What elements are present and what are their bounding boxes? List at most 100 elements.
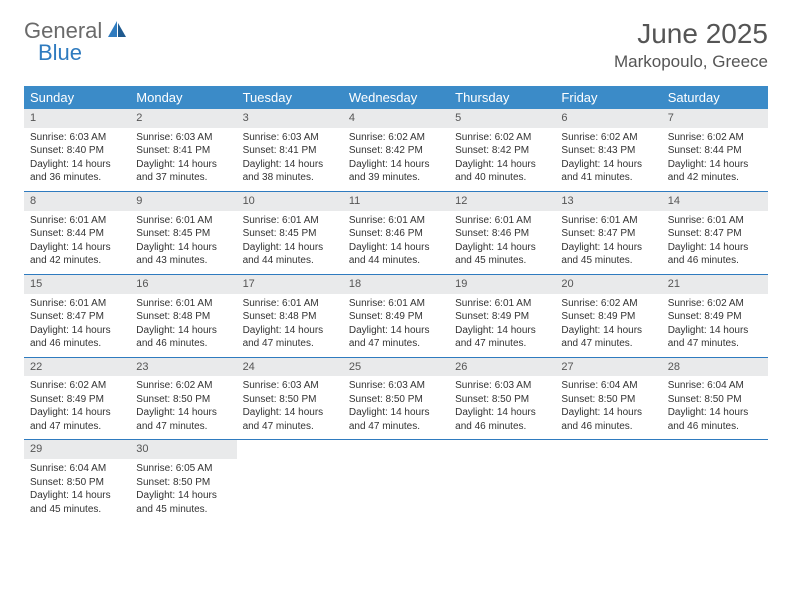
cell-line-sunrise: Sunrise: 6:03 AM (30, 131, 124, 145)
cell-line-daylight1: Daylight: 14 hours (30, 241, 124, 255)
cell-body: Sunrise: 6:03 AMSunset: 8:41 PMDaylight:… (237, 128, 343, 191)
cell-line-sunset: Sunset: 8:44 PM (30, 227, 124, 241)
calendar-cell (343, 440, 449, 522)
calendar-weekday-header: Sunday Monday Tuesday Wednesday Thursday… (24, 86, 768, 109)
cell-line-sunset: Sunset: 8:50 PM (136, 476, 230, 490)
cell-line-daylight2: and 46 minutes. (30, 337, 124, 351)
cell-body: Sunrise: 6:03 AMSunset: 8:50 PMDaylight:… (343, 376, 449, 439)
page-header: General Blue June 2025 Markopoulo, Greec… (0, 0, 792, 80)
cell-line-daylight1: Daylight: 14 hours (455, 241, 549, 255)
cell-body: Sunrise: 6:03 AMSunset: 8:41 PMDaylight:… (130, 128, 236, 191)
cell-body: Sunrise: 6:01 AMSunset: 8:45 PMDaylight:… (130, 211, 236, 274)
calendar-cell: 14Sunrise: 6:01 AMSunset: 8:47 PMDayligh… (662, 192, 768, 274)
calendar-cell (449, 440, 555, 522)
cell-line-daylight1: Daylight: 14 hours (561, 406, 655, 420)
calendar-week-row: 1Sunrise: 6:03 AMSunset: 8:40 PMDaylight… (24, 109, 768, 192)
cell-line-daylight2: and 47 minutes. (561, 337, 655, 351)
cell-line-daylight2: and 47 minutes. (243, 337, 337, 351)
cell-line-daylight2: and 36 minutes. (30, 171, 124, 185)
cell-line-sunrise: Sunrise: 6:01 AM (561, 214, 655, 228)
cell-line-daylight2: and 46 minutes. (668, 420, 762, 434)
cell-line-daylight1: Daylight: 14 hours (30, 406, 124, 420)
cell-body: Sunrise: 6:01 AMSunset: 8:49 PMDaylight:… (343, 294, 449, 357)
calendar-cell: 30Sunrise: 6:05 AMSunset: 8:50 PMDayligh… (130, 440, 236, 522)
cell-line-sunrise: Sunrise: 6:01 AM (30, 214, 124, 228)
cell-line-sunrise: Sunrise: 6:03 AM (136, 131, 230, 145)
calendar-cell: 11Sunrise: 6:01 AMSunset: 8:46 PMDayligh… (343, 192, 449, 274)
cell-line-daylight2: and 45 minutes. (136, 503, 230, 517)
cell-line-sunset: Sunset: 8:49 PM (349, 310, 443, 324)
calendar-cell: 3Sunrise: 6:03 AMSunset: 8:41 PMDaylight… (237, 109, 343, 191)
cell-line-sunrise: Sunrise: 6:04 AM (30, 462, 124, 476)
cell-body: Sunrise: 6:01 AMSunset: 8:44 PMDaylight:… (24, 211, 130, 274)
day-number: 3 (237, 109, 343, 128)
calendar: Sunday Monday Tuesday Wednesday Thursday… (24, 86, 768, 522)
cell-line-sunrise: Sunrise: 6:03 AM (455, 379, 549, 393)
day-number: 27 (555, 358, 661, 377)
cell-line-sunrise: Sunrise: 6:01 AM (668, 214, 762, 228)
cell-line-daylight2: and 43 minutes. (136, 254, 230, 268)
cell-line-sunset: Sunset: 8:47 PM (561, 227, 655, 241)
calendar-cell: 21Sunrise: 6:02 AMSunset: 8:49 PMDayligh… (662, 275, 768, 357)
cell-line-sunset: Sunset: 8:42 PM (349, 144, 443, 158)
cell-line-daylight2: and 39 minutes. (349, 171, 443, 185)
cell-line-daylight1: Daylight: 14 hours (668, 158, 762, 172)
cell-line-daylight1: Daylight: 14 hours (30, 324, 124, 338)
day-number: 6 (555, 109, 661, 128)
cell-line-daylight2: and 47 minutes. (30, 420, 124, 434)
calendar-cell: 20Sunrise: 6:02 AMSunset: 8:49 PMDayligh… (555, 275, 661, 357)
calendar-cell: 18Sunrise: 6:01 AMSunset: 8:49 PMDayligh… (343, 275, 449, 357)
cell-line-sunset: Sunset: 8:41 PM (243, 144, 337, 158)
calendar-week-row: 22Sunrise: 6:02 AMSunset: 8:49 PMDayligh… (24, 358, 768, 441)
weekday-label: Friday (555, 86, 661, 109)
day-number: 25 (343, 358, 449, 377)
cell-line-sunrise: Sunrise: 6:01 AM (243, 214, 337, 228)
cell-line-daylight2: and 47 minutes. (668, 337, 762, 351)
cell-line-sunset: Sunset: 8:50 PM (349, 393, 443, 407)
calendar-cell: 25Sunrise: 6:03 AMSunset: 8:50 PMDayligh… (343, 358, 449, 440)
cell-body: Sunrise: 6:01 AMSunset: 8:46 PMDaylight:… (343, 211, 449, 274)
calendar-cell: 9Sunrise: 6:01 AMSunset: 8:45 PMDaylight… (130, 192, 236, 274)
cell-line-daylight2: and 41 minutes. (561, 171, 655, 185)
cell-line-daylight2: and 42 minutes. (30, 254, 124, 268)
cell-line-sunrise: Sunrise: 6:03 AM (349, 379, 443, 393)
cell-line-daylight2: and 47 minutes. (455, 337, 549, 351)
weekday-label: Tuesday (237, 86, 343, 109)
cell-line-daylight2: and 46 minutes. (668, 254, 762, 268)
cell-line-daylight1: Daylight: 14 hours (349, 241, 443, 255)
cell-line-sunrise: Sunrise: 6:01 AM (136, 297, 230, 311)
calendar-week-row: 29Sunrise: 6:04 AMSunset: 8:50 PMDayligh… (24, 440, 768, 522)
cell-line-daylight2: and 47 minutes. (349, 420, 443, 434)
calendar-cell: 29Sunrise: 6:04 AMSunset: 8:50 PMDayligh… (24, 440, 130, 522)
calendar-cell: 19Sunrise: 6:01 AMSunset: 8:49 PMDayligh… (449, 275, 555, 357)
calendar-week-row: 8Sunrise: 6:01 AMSunset: 8:44 PMDaylight… (24, 192, 768, 275)
cell-line-sunset: Sunset: 8:50 PM (136, 393, 230, 407)
day-number: 22 (24, 358, 130, 377)
cell-line-daylight1: Daylight: 14 hours (30, 489, 124, 503)
cell-line-daylight2: and 46 minutes. (455, 420, 549, 434)
day-number: 10 (237, 192, 343, 211)
day-number: 24 (237, 358, 343, 377)
cell-line-sunset: Sunset: 8:46 PM (455, 227, 549, 241)
cell-line-sunrise: Sunrise: 6:01 AM (455, 214, 549, 228)
cell-line-daylight1: Daylight: 14 hours (561, 158, 655, 172)
cell-line-daylight2: and 37 minutes. (136, 171, 230, 185)
cell-line-sunset: Sunset: 8:49 PM (30, 393, 124, 407)
calendar-cell: 12Sunrise: 6:01 AMSunset: 8:46 PMDayligh… (449, 192, 555, 274)
cell-line-sunrise: Sunrise: 6:02 AM (136, 379, 230, 393)
cell-line-daylight1: Daylight: 14 hours (243, 241, 337, 255)
cell-line-daylight1: Daylight: 14 hours (30, 158, 124, 172)
logo: General Blue (24, 18, 128, 44)
calendar-cell: 7Sunrise: 6:02 AMSunset: 8:44 PMDaylight… (662, 109, 768, 191)
calendar-cell: 8Sunrise: 6:01 AMSunset: 8:44 PMDaylight… (24, 192, 130, 274)
day-number: 9 (130, 192, 236, 211)
cell-line-daylight1: Daylight: 14 hours (136, 241, 230, 255)
cell-line-sunrise: Sunrise: 6:01 AM (455, 297, 549, 311)
logo-sail-icon (106, 19, 128, 44)
location-subtitle: Markopoulo, Greece (614, 52, 768, 72)
cell-body: Sunrise: 6:02 AMSunset: 8:50 PMDaylight:… (130, 376, 236, 439)
cell-line-daylight2: and 44 minutes. (349, 254, 443, 268)
cell-line-daylight1: Daylight: 14 hours (455, 158, 549, 172)
cell-line-sunset: Sunset: 8:50 PM (668, 393, 762, 407)
cell-body: Sunrise: 6:04 AMSunset: 8:50 PMDaylight:… (662, 376, 768, 439)
